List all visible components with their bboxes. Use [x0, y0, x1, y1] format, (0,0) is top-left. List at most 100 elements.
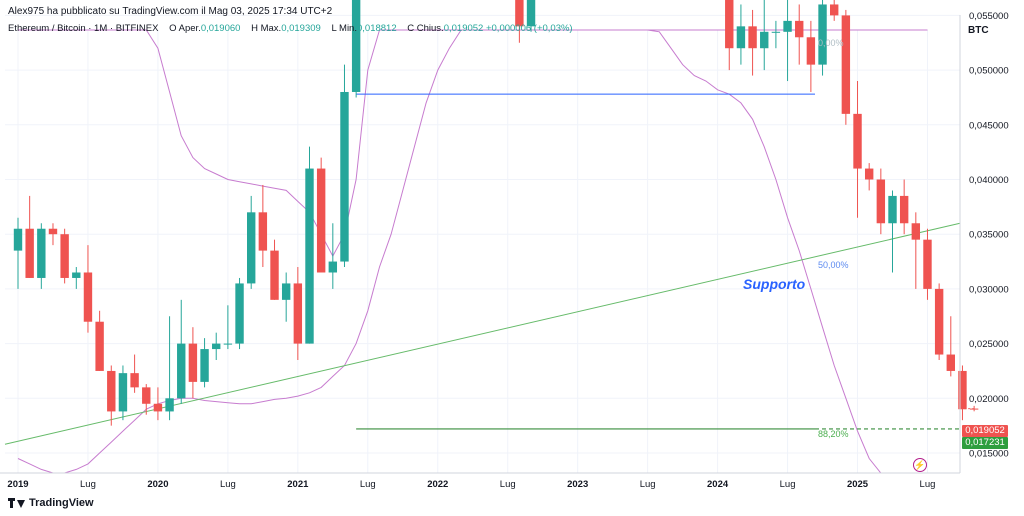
x-tick-label: 2025 — [847, 479, 869, 490]
candle — [841, 9, 851, 125]
candle — [200, 338, 209, 388]
high-value: 0,019309 — [281, 23, 321, 34]
candle — [13, 217, 23, 289]
candle — [223, 305, 233, 350]
x-tick-label: Lug — [640, 479, 656, 490]
footer-brand[interactable]: TradingView — [8, 497, 94, 509]
candle — [258, 184, 268, 268]
candle-body — [258, 212, 268, 251]
open-value: 0,019060 — [200, 23, 241, 34]
flash-icon[interactable]: ⚡ — [913, 458, 927, 472]
candle — [748, 9, 757, 76]
y-tick-label: 0,020000 — [969, 394, 1009, 405]
candle — [153, 387, 163, 421]
candle-body — [806, 37, 816, 65]
x-tick-label: Lug — [80, 479, 96, 490]
fib-88-label: 88,20% — [818, 429, 849, 439]
candle-body — [212, 343, 221, 350]
candle — [247, 195, 256, 289]
candle — [25, 195, 34, 278]
candle-body — [876, 179, 886, 224]
candle — [281, 272, 291, 322]
x-tick-label: Lug — [220, 479, 236, 490]
candle — [736, 4, 746, 65]
brand-label: TradingView — [29, 497, 94, 509]
low-letter: L — [331, 23, 337, 34]
candle-body — [526, 0, 536, 27]
candle — [118, 365, 128, 421]
symbol-label[interactable]: Ethereum / Bitcoin · 1M · BITFINEX — [8, 23, 159, 34]
candle — [177, 299, 186, 404]
y-tick-label: 0,040000 — [969, 175, 1009, 186]
candle — [83, 245, 93, 333]
candle-body — [188, 343, 198, 382]
candle — [526, 0, 536, 32]
candle-body — [911, 223, 921, 240]
y-tick-label: 0,055000 — [969, 11, 1009, 22]
candle — [165, 316, 174, 421]
candle-body — [316, 168, 326, 273]
candle-body — [923, 239, 932, 289]
candle-body — [340, 91, 349, 262]
candle — [37, 223, 46, 289]
high-key: Max. — [260, 23, 282, 34]
candle — [316, 157, 326, 273]
x-tick-label: 2022 — [427, 479, 448, 490]
low-key: Min. — [339, 23, 357, 34]
x-tick-label: Lug — [500, 479, 516, 490]
candle-body — [48, 228, 58, 235]
fib-0-label: 0,00% — [818, 38, 844, 48]
candle — [72, 267, 81, 289]
candle — [969, 405, 979, 412]
candle-body — [958, 370, 967, 410]
candle — [899, 179, 909, 235]
trendline — [4, 222, 961, 445]
candle — [795, 4, 804, 65]
candle — [293, 267, 303, 361]
candle-body — [888, 195, 897, 224]
last-price-badge: 0,019052 — [962, 425, 1008, 437]
change-value: +0,000006 (+0,03%) — [485, 23, 573, 34]
low-value: 0,018812 — [356, 23, 397, 34]
candle-body — [305, 168, 314, 344]
y-tick-label: 0,015000 — [969, 449, 1009, 460]
y-tick-label: 0,050000 — [969, 66, 1009, 77]
candle-body — [969, 408, 979, 410]
candle — [340, 64, 349, 268]
candle-body — [351, 0, 361, 92]
candle — [328, 223, 338, 289]
candle-body — [235, 283, 244, 344]
candle-body — [771, 31, 781, 33]
candle-body — [830, 4, 839, 16]
support-label[interactable]: Supporto — [743, 276, 806, 292]
candle — [806, 20, 816, 92]
x-tick-label: 2019 — [7, 479, 28, 490]
x-tick-label: Lug — [360, 479, 376, 490]
candle-body — [60, 234, 69, 278]
candle-body — [760, 31, 769, 49]
candle-body — [515, 0, 524, 27]
candle — [351, 0, 361, 98]
candle-body — [142, 387, 151, 404]
open-key: Aper. — [178, 23, 201, 34]
candle-body — [293, 283, 303, 344]
candle — [130, 354, 139, 393]
candle-body — [83, 272, 93, 322]
candle — [188, 327, 198, 399]
candle — [934, 283, 944, 361]
candle-body — [200, 349, 209, 382]
candle — [235, 277, 244, 350]
candles — [13, 0, 979, 426]
candle-body — [95, 321, 104, 371]
candle-body — [748, 26, 757, 49]
x-tick-label: Lug — [920, 479, 936, 490]
candle-body — [736, 26, 746, 49]
candle — [876, 168, 886, 235]
candle-body — [328, 261, 338, 273]
candle-body — [725, 0, 734, 49]
x-tick-label: 2020 — [147, 479, 168, 490]
y-tick-label: 0,045000 — [969, 120, 1009, 131]
support-price-badge: 0,017231 — [962, 437, 1008, 449]
close-value: 0,019052 — [443, 23, 484, 34]
